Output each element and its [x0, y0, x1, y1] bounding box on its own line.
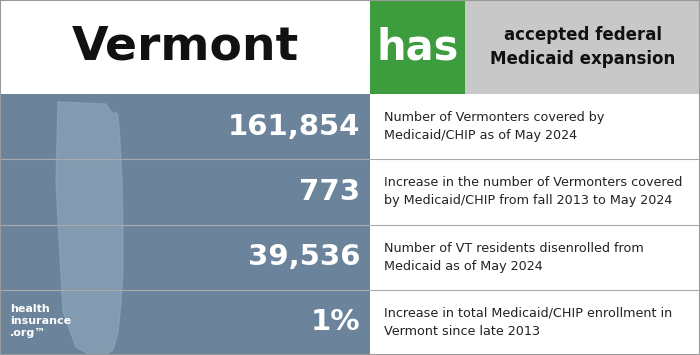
- Text: 1%: 1%: [311, 308, 360, 337]
- Text: 161,854: 161,854: [228, 113, 360, 141]
- Text: Vermont: Vermont: [71, 24, 299, 70]
- Polygon shape: [56, 102, 123, 355]
- Bar: [370, 94, 700, 355]
- Text: Number of VT residents disenrolled from
Medicaid as of May 2024: Number of VT residents disenrolled from …: [384, 242, 644, 273]
- Text: 773: 773: [299, 178, 360, 206]
- Text: Number of Vermonters covered by
Medicaid/CHIP as of May 2024: Number of Vermonters covered by Medicaid…: [384, 111, 604, 142]
- Bar: [0, 94, 370, 355]
- Text: Increase in total Medicaid/CHIP enrollment in
Vermont since late 2013: Increase in total Medicaid/CHIP enrollme…: [384, 307, 672, 338]
- Text: accepted federal
Medicaid expansion: accepted federal Medicaid expansion: [490, 26, 675, 69]
- Text: Increase in the number of Vermonters covered
by Medicaid/CHIP from fall 2013 to : Increase in the number of Vermonters cov…: [384, 176, 682, 207]
- Text: 39,536: 39,536: [248, 243, 360, 271]
- Bar: [370, 0, 465, 94]
- Bar: [465, 0, 700, 94]
- Text: health
insurance
.org™: health insurance .org™: [10, 304, 71, 338]
- Bar: [0, 0, 370, 94]
- Text: has: has: [377, 26, 458, 68]
